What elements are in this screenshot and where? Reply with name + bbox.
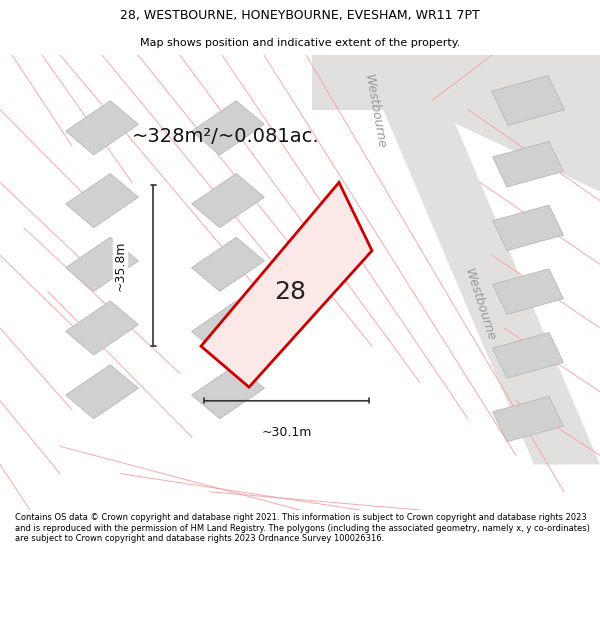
Polygon shape — [201, 182, 372, 387]
Polygon shape — [65, 174, 139, 228]
Text: ~30.1m: ~30.1m — [262, 426, 311, 439]
Polygon shape — [191, 238, 265, 291]
Polygon shape — [493, 396, 563, 442]
Text: 28, WESTBOURNE, HONEYBOURNE, EVESHAM, WR11 7PT: 28, WESTBOURNE, HONEYBOURNE, EVESHAM, WR… — [120, 9, 480, 22]
Polygon shape — [312, 55, 600, 109]
Polygon shape — [191, 101, 265, 155]
Text: 28: 28 — [274, 279, 306, 304]
Polygon shape — [65, 101, 139, 155]
Polygon shape — [426, 109, 600, 191]
Polygon shape — [65, 301, 139, 355]
Polygon shape — [65, 364, 139, 419]
Text: Map shows position and indicative extent of the property.: Map shows position and indicative extent… — [140, 38, 460, 48]
Text: ~35.8m: ~35.8m — [113, 240, 127, 291]
Text: Westbourne: Westbourne — [462, 268, 498, 343]
Polygon shape — [493, 269, 563, 314]
Polygon shape — [191, 174, 265, 228]
Text: ~328m²/~0.081ac.: ~328m²/~0.081ac. — [132, 127, 320, 146]
Polygon shape — [191, 364, 265, 419]
Text: Westbourne: Westbourne — [362, 74, 388, 150]
Polygon shape — [493, 141, 563, 187]
Polygon shape — [360, 55, 600, 464]
Polygon shape — [191, 301, 265, 355]
Polygon shape — [493, 332, 563, 378]
Polygon shape — [491, 76, 565, 126]
Polygon shape — [65, 238, 139, 291]
Polygon shape — [493, 205, 563, 251]
Text: Contains OS data © Crown copyright and database right 2021. This information is : Contains OS data © Crown copyright and d… — [15, 514, 590, 543]
